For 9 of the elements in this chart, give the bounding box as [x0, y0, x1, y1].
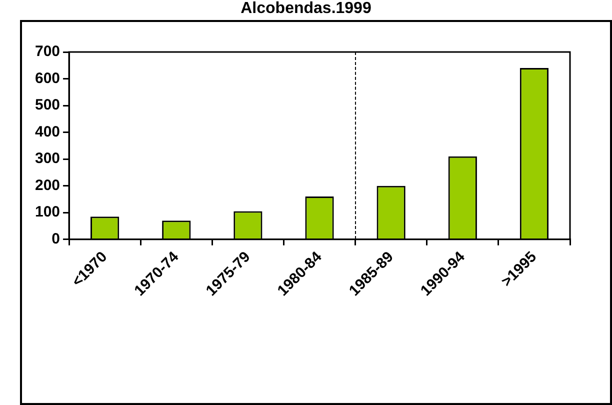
y-tick-label: 400 [34, 123, 60, 140]
y-tick-label: 600 [34, 70, 60, 87]
y-tick-label: 500 [34, 96, 60, 114]
chart-title: Alcobendas.1999 [240, 0, 372, 18]
y-tick-label: 200 [34, 176, 60, 194]
y-tick-label: 0 [52, 230, 60, 248]
y-tick-label: 700 [34, 43, 60, 60]
y-tick-label: 300 [34, 150, 60, 168]
y-tick-label: 100 [34, 204, 60, 221]
